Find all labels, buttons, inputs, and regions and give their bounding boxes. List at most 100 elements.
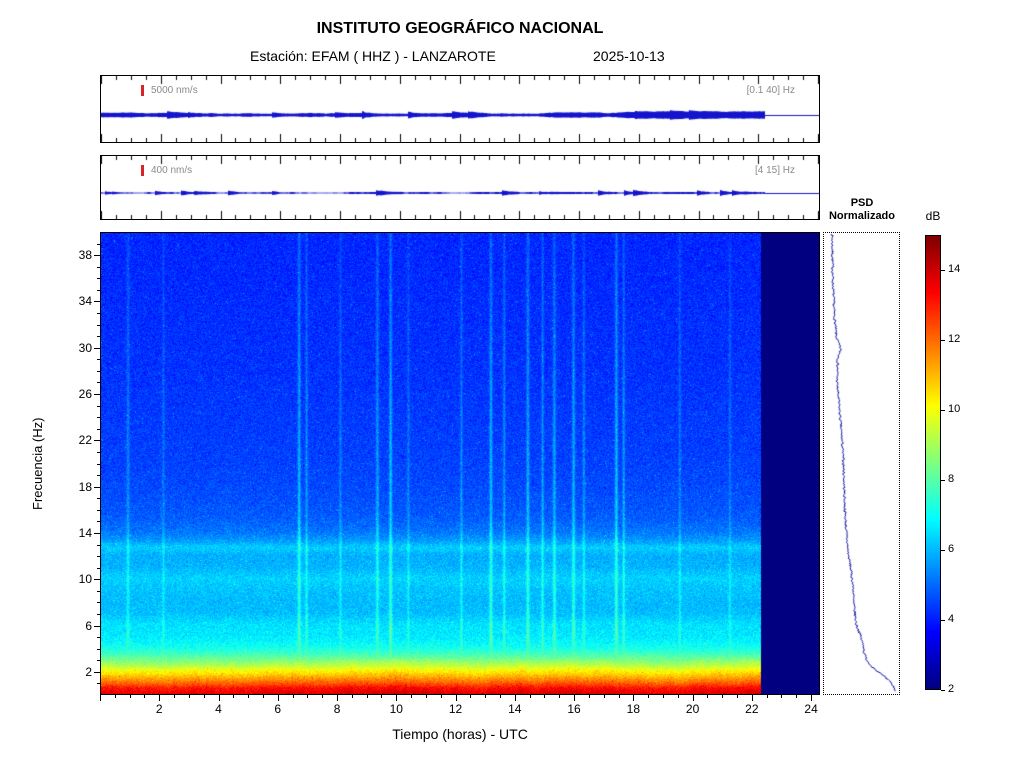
x-tick-label: 4 bbox=[215, 702, 222, 716]
psd-panel bbox=[823, 232, 900, 695]
tick-mark bbox=[100, 695, 101, 701]
tick-mark bbox=[204, 695, 205, 698]
x-tick-label: 10 bbox=[389, 702, 403, 716]
tick-mark bbox=[796, 695, 797, 698]
y-tick-label: 26 bbox=[78, 387, 92, 402]
tick-mark bbox=[278, 695, 279, 701]
colorbar-tick-label: 6 bbox=[948, 543, 955, 555]
colorbar-tick-label: 14 bbox=[948, 263, 961, 275]
tick-mark bbox=[115, 695, 116, 698]
x-tick-label: 24 bbox=[804, 702, 818, 716]
tick-mark bbox=[307, 695, 308, 698]
y-tick-label: 22 bbox=[78, 433, 92, 448]
y-tick-label: 38 bbox=[78, 248, 92, 263]
tick-mark bbox=[293, 695, 294, 698]
colorbar-canvas bbox=[926, 236, 940, 689]
page-title: INSTITUTO GEOGRÁFICO NACIONAL bbox=[316, 20, 604, 37]
tick-mark bbox=[941, 620, 945, 621]
tick-mark bbox=[941, 550, 945, 551]
tick-mark bbox=[941, 270, 945, 271]
tick-mark bbox=[678, 695, 679, 698]
tick-mark bbox=[396, 695, 397, 701]
tick-mark bbox=[248, 695, 249, 698]
x-tick-label: 14 bbox=[508, 702, 522, 716]
x-tick-label: 20 bbox=[685, 702, 700, 716]
tick-mark bbox=[515, 695, 516, 701]
psd-title-line2: Normalizado bbox=[828, 210, 895, 222]
scale-marker-icon bbox=[141, 165, 144, 176]
x-tick-label: 22 bbox=[745, 702, 759, 716]
tick-mark bbox=[130, 695, 131, 698]
y-tick-label: 34 bbox=[78, 294, 92, 309]
y-tick-label: 10 bbox=[78, 572, 92, 587]
tick-mark bbox=[619, 695, 620, 698]
colorbar-tick-label: 10 bbox=[948, 403, 961, 415]
seismogram-filtered-panel: 400 nm/s [4 15] Hz bbox=[100, 155, 820, 220]
band-label: [4 15] Hz bbox=[754, 165, 795, 176]
tick-mark bbox=[174, 695, 175, 698]
tick-mark bbox=[337, 695, 338, 701]
tick-mark bbox=[648, 695, 649, 698]
tick-mark bbox=[159, 695, 160, 701]
tick-mark bbox=[663, 695, 664, 698]
date-label: 2025-10-13 bbox=[593, 48, 665, 64]
colorbar-unit-label: dB bbox=[925, 209, 941, 223]
tick-mark bbox=[322, 695, 323, 698]
tick-mark bbox=[426, 695, 427, 698]
tick-mark bbox=[707, 695, 708, 698]
tick-mark bbox=[485, 695, 486, 698]
tick-mark bbox=[604, 695, 605, 698]
y-tick-label: 6 bbox=[85, 618, 92, 633]
tick-mark bbox=[633, 695, 634, 701]
spectrogram-canvas bbox=[100, 232, 820, 695]
tick-mark bbox=[233, 695, 234, 698]
y-tick-label: 30 bbox=[78, 340, 92, 355]
tick-mark bbox=[411, 695, 412, 698]
y-tick-label: 18 bbox=[78, 479, 92, 494]
x-tick-label: 6 bbox=[274, 702, 282, 716]
tick-mark bbox=[752, 695, 753, 701]
x-axis-title: Tiempo (horas) - UTC bbox=[392, 726, 528, 742]
colorbar-tick-label: 2 bbox=[948, 683, 955, 695]
tick-mark bbox=[530, 695, 531, 698]
x-tick-label: 12 bbox=[448, 702, 463, 716]
tick-mark bbox=[574, 695, 575, 701]
tick-mark bbox=[381, 695, 382, 698]
tick-mark bbox=[263, 695, 264, 698]
x-tick-label: 2 bbox=[155, 702, 163, 716]
tick-mark bbox=[470, 695, 471, 698]
tick-mark bbox=[456, 695, 457, 701]
tick-mark bbox=[219, 695, 220, 701]
tick-mark bbox=[367, 695, 368, 698]
x-tick-label: 16 bbox=[567, 702, 581, 716]
station-label: Estación: EFAM ( HHZ ) - LANZAROTE bbox=[250, 48, 496, 64]
tick-mark bbox=[559, 695, 560, 698]
tick-mark bbox=[352, 695, 353, 698]
x-tick-label: 8 bbox=[333, 702, 341, 716]
x-tick-label: 18 bbox=[626, 702, 640, 716]
colorbar-tick-label: 8 bbox=[948, 473, 955, 485]
scale-label: 400 nm/s bbox=[151, 165, 193, 176]
tick-mark bbox=[144, 695, 145, 698]
tick-mark bbox=[544, 695, 545, 698]
tick-mark bbox=[941, 340, 945, 341]
y-axis-title: Frecuencia (Hz) bbox=[30, 417, 45, 510]
tick-mark bbox=[737, 695, 738, 698]
tick-mark bbox=[189, 695, 190, 698]
scale-label: 5000 nm/s bbox=[151, 85, 198, 96]
psd-title: PSD Normalizado bbox=[818, 197, 906, 223]
tick-mark bbox=[811, 695, 812, 701]
tick-mark bbox=[781, 695, 782, 698]
y-tick-label: 2 bbox=[85, 664, 92, 679]
psd-canvas bbox=[824, 233, 899, 694]
tick-mark bbox=[941, 410, 945, 411]
y-tick-label: 14 bbox=[78, 525, 92, 540]
tick-mark bbox=[722, 695, 723, 698]
tick-mark bbox=[500, 695, 501, 698]
tick-mark bbox=[589, 695, 590, 698]
tick-mark bbox=[441, 695, 442, 698]
tick-mark bbox=[941, 480, 945, 481]
seismogram-filtered-canvas bbox=[101, 156, 819, 219]
seismogram-broadband-panel: 5000 nm/s [0.1 40] Hz bbox=[100, 75, 820, 143]
